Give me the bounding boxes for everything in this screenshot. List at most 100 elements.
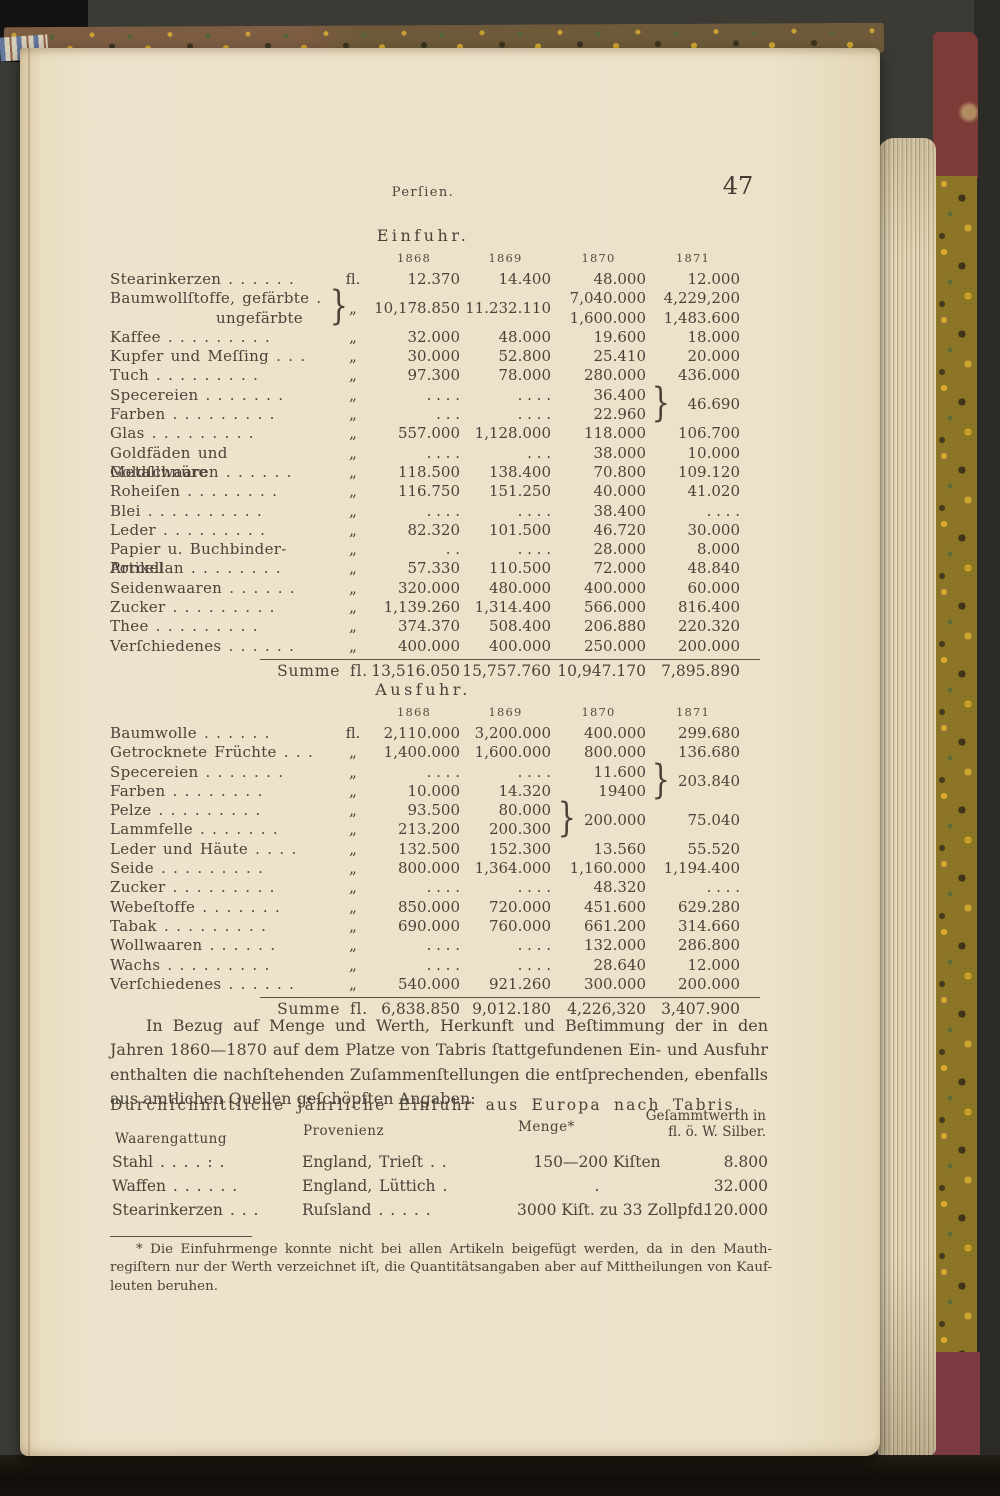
value-1870: 800.000 xyxy=(583,743,646,762)
currency-unit: „ xyxy=(349,462,357,481)
table-row: Kaffee . . . . . . . . . „ 32.000 48.000… xyxy=(110,328,742,347)
currency-unit: „ „ xyxy=(338,801,368,840)
row-group-specereien-farben: Specereien . . . . . . . Farben . . . . … xyxy=(110,383,742,425)
value-1868: . . . . xyxy=(426,955,460,974)
cover-leather-top xyxy=(933,32,978,178)
value-1871: 12.000 xyxy=(687,270,741,288)
value-1870: 40.000 xyxy=(593,482,647,501)
footnote-line: regiſtern nur der Werth verzeichnet iſt,… xyxy=(110,1260,772,1276)
value-1871: 60.000 xyxy=(687,578,741,597)
value-1868: 10,178.850 xyxy=(374,298,460,317)
value-1871: 12.000 xyxy=(687,955,741,974)
value-1870: 250.000 xyxy=(583,636,646,655)
value-1871: 203.840 xyxy=(677,772,740,791)
value-1869: . . . . xyxy=(517,762,551,781)
currency-unit: „ xyxy=(349,859,357,878)
value-1868: 32.000 xyxy=(407,327,461,346)
commodity-label: Wollwaaren . . . . . . xyxy=(110,936,276,955)
value-1871: 55.520 xyxy=(687,839,741,858)
table-row: Wollwaaren . . . . . . „ . . . . . . . .… xyxy=(110,936,742,955)
quantity: . xyxy=(594,1177,600,1195)
commodity-label-line: Specereien . . . . . . . xyxy=(110,762,284,781)
value-1871: 41.020 xyxy=(687,482,741,501)
value-1871: . . . . xyxy=(706,501,740,520)
value-1871: 299.680 xyxy=(677,724,740,742)
value-1870: 206.880 xyxy=(583,617,646,636)
ware-label: Waffen . . . . . . xyxy=(112,1177,238,1195)
currency-unit: „ „ xyxy=(338,386,368,425)
einfuhr-table: Stearinkerzen . . . . . . fl. 12.370 14.… xyxy=(110,270,760,681)
paragraph-line: In Bezug auf Menge und Werth, Herkunft u… xyxy=(146,1016,768,1035)
value-1869: 152.300 xyxy=(488,839,551,858)
summe-1871: 7,895.890 xyxy=(661,661,740,680)
value-1871: 220.320 xyxy=(677,617,740,636)
value-1868: 320.000 xyxy=(397,578,460,597)
value-1869: 760.000 xyxy=(488,916,551,935)
value-1870: 22.960 xyxy=(593,405,647,424)
table-row: Seide . . . . . . . . . „ 800.000 1,364.… xyxy=(110,859,742,878)
value-1868: . . . . xyxy=(426,501,460,520)
value-1869: . . . . xyxy=(517,878,551,897)
footnote-line: leuten beruhen. xyxy=(110,1278,218,1294)
value: 8.800 xyxy=(723,1153,768,1171)
value-1871: 314.660 xyxy=(677,916,740,935)
value-1870: 7,040.000 xyxy=(569,289,646,308)
value-1870: 46.720 xyxy=(593,520,647,539)
paragraph-line: Jahren 1860—1870 auf dem Platze von Tabr… xyxy=(110,1040,768,1060)
value-1868: . . xyxy=(445,540,460,559)
value-1869: 1,600.000 xyxy=(474,743,551,762)
value-1869: 101.500 xyxy=(488,520,551,539)
column-header-gesammtwerth: Geſammtwerth in fl. ö. W. Silber. xyxy=(580,1108,766,1140)
value-1869: . . . . xyxy=(517,955,551,974)
value-1869: 11.232.110 xyxy=(465,298,551,317)
commodity-label: Roheiſen . . . . . . . . xyxy=(110,482,278,501)
value-1870: 280.000 xyxy=(583,366,646,385)
currency-unit: „ xyxy=(349,366,357,385)
summe-1869: 15,757.760 xyxy=(462,661,551,680)
currency-unit: „ xyxy=(349,347,357,366)
commodity-label: Tabak . . . . . . . . . xyxy=(110,916,267,935)
value-1868: . . . . xyxy=(426,878,460,897)
currency-unit: „ xyxy=(349,936,357,955)
value-1868-stack: 93.500 213.200 xyxy=(368,801,460,840)
paragraph-line: enthalten die nachſtehenden Zuſammenſtel… xyxy=(110,1064,768,1084)
table-row: Porcellan . . . . . . . . „ 57.330 110.5… xyxy=(110,559,742,578)
value-1870: 28.640 xyxy=(593,955,647,974)
value-1871: 1,483.600 xyxy=(663,308,740,327)
currency-unit: „ xyxy=(349,955,357,974)
value-1871: . . . . xyxy=(706,878,740,897)
commodity-label-line: Pelze . . . . . . . . . xyxy=(110,801,261,820)
currency-unit: „ xyxy=(349,443,357,462)
currency-unit: „ xyxy=(349,598,357,617)
summe-1870: 4,226,320 xyxy=(567,1000,646,1019)
avg-table-row: Stearinkerzen . . . Ruſsland . . . . . 3… xyxy=(112,1198,768,1222)
currency-unit: „ „ xyxy=(338,763,368,802)
value-1869-stack: . . . . . . . . xyxy=(460,386,551,425)
brace-glyph: } xyxy=(329,283,348,330)
table-row: Baumwolle . . . . . . fl. 2,110.000 3,20… xyxy=(110,724,742,743)
currency-unit: „ xyxy=(349,974,357,993)
table-row: Wachs . . . . . . . . . „ . . . . . . . … xyxy=(110,956,742,975)
column-header-provenienz: Provenienz xyxy=(303,1123,385,1139)
table-row: Leder und Häute . . . . „ 132.500 152.30… xyxy=(110,840,742,859)
value-1870: 38.400 xyxy=(593,501,647,520)
value-1870: 1,600.000 xyxy=(569,308,646,327)
summe-rule xyxy=(260,658,760,660)
value-1871: 8.000 xyxy=(697,540,740,559)
value-1868: . . . . xyxy=(426,762,460,781)
table-row: Leder . . . . . . . . . „ 82.320 101.500… xyxy=(110,521,742,540)
value-1869: . . . . xyxy=(517,936,551,955)
commodity-label: Metallwaaren . . . . . . xyxy=(110,462,292,481)
einfuhr-rows-a: Kaffee . . . . . . . . . „ 32.000 48.000… xyxy=(110,328,742,386)
value-1871: 46.690 xyxy=(687,395,741,414)
value-1868-stack: . . . . 10.000 xyxy=(368,762,461,802)
value-1868: 540.000 xyxy=(397,974,460,993)
page-number: 47 xyxy=(722,172,754,200)
value-1868: 30.000 xyxy=(407,347,461,366)
table-row: Verſchiedenes . . . . . . „ 540.000 921.… xyxy=(110,975,742,994)
commodity-label: Seidenwaaren . . . . . . xyxy=(110,578,295,597)
value-1870-stack: 11.600 19400 xyxy=(551,763,647,802)
value-1868-stack: . . . . . . . xyxy=(368,386,460,425)
commodity-label: Pelze . . . . . . . . . Lammfelle . . . … xyxy=(110,801,328,840)
value-1870: 48.320 xyxy=(593,878,647,897)
